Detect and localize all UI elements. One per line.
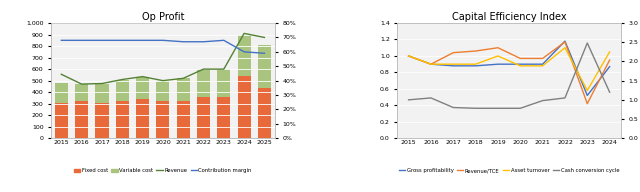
Bar — [258, 88, 271, 138]
Bar — [75, 84, 88, 101]
Bar — [217, 69, 230, 97]
Bar — [136, 77, 149, 99]
Bar — [116, 80, 129, 101]
Bar — [136, 99, 149, 138]
Bar — [95, 103, 109, 138]
Bar — [156, 101, 170, 138]
Bar — [55, 83, 68, 103]
Bar — [95, 84, 109, 103]
Bar — [156, 81, 170, 101]
Legend: Gross profitability, Revenue/TCE, Asset turnover, Cash conversion cycle: Gross profitability, Revenue/TCE, Asset … — [397, 166, 621, 175]
Bar — [177, 78, 190, 101]
Legend: Fixed cost, Variable cost, Revenue, Contribution margin: Fixed cost, Variable cost, Revenue, Cont… — [72, 166, 254, 175]
Bar — [197, 97, 210, 138]
Bar — [197, 69, 210, 97]
Bar — [55, 103, 68, 138]
Title: Op Profit: Op Profit — [141, 12, 184, 22]
Bar — [237, 76, 251, 138]
Bar — [75, 101, 88, 138]
Bar — [177, 101, 190, 138]
Bar — [217, 97, 230, 138]
Title: Capital Efficiency Index: Capital Efficiency Index — [452, 12, 566, 22]
Bar — [258, 45, 271, 88]
Bar — [116, 101, 129, 138]
Bar — [237, 35, 251, 76]
